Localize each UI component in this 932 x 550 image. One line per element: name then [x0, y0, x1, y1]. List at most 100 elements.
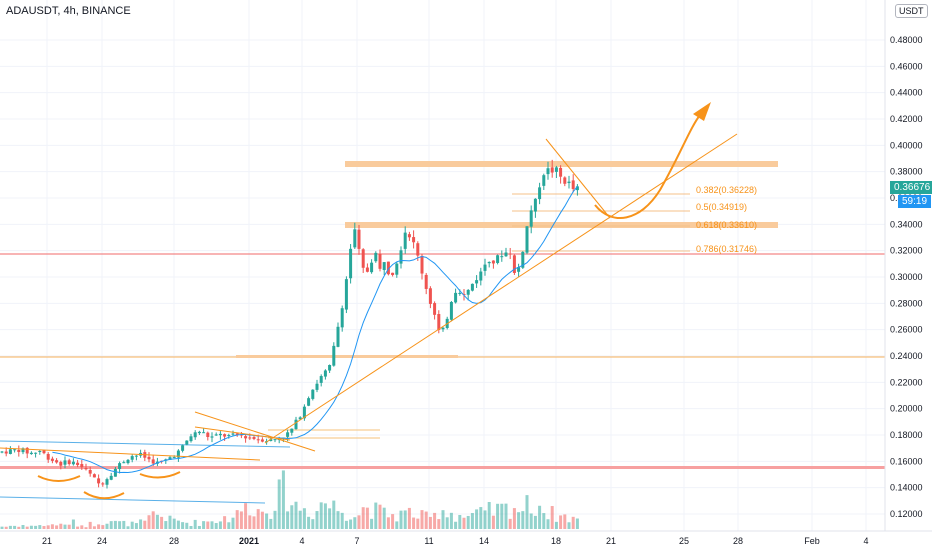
volume-bar	[189, 526, 193, 529]
candle-body	[189, 436, 193, 442]
time-tick-label: 14	[479, 536, 489, 546]
plot-area[interactable]	[0, 0, 885, 531]
volume-bar	[134, 523, 138, 529]
volume-bar	[252, 516, 256, 529]
volume-bar	[88, 521, 92, 529]
volume-bar	[332, 500, 336, 529]
volume-bar	[38, 525, 42, 529]
price-axis[interactable]	[885, 0, 932, 550]
volume-bar	[210, 521, 214, 529]
volume-bar	[290, 505, 294, 529]
candle-body	[34, 452, 38, 454]
support-zone[interactable]	[345, 222, 778, 228]
volume-bar	[277, 479, 281, 529]
volume-bar	[563, 514, 567, 529]
candle-body	[449, 302, 453, 320]
volume-bar	[126, 526, 130, 529]
candle-body	[357, 229, 361, 249]
volume-bar	[323, 503, 327, 529]
candle-body	[151, 459, 155, 464]
volume-bar	[218, 521, 222, 529]
blue-trendlines[interactable]	[0, 440, 291, 504]
candle-body	[302, 406, 306, 419]
time-tick-label: 7	[354, 536, 359, 546]
candle-body	[109, 475, 113, 480]
volume-bar	[265, 513, 269, 529]
volume-bar	[344, 520, 348, 529]
candle-body	[382, 262, 386, 271]
volume-bar	[294, 501, 298, 529]
price-tick-label: 0.38000	[890, 167, 923, 177]
volume-bar	[470, 513, 474, 529]
volume-bar	[109, 521, 113, 529]
candle-body	[256, 439, 260, 441]
volume-bar	[244, 503, 248, 529]
volume-bar	[164, 521, 168, 529]
candle-body	[231, 433, 235, 435]
candle-body	[168, 457, 172, 460]
candle-body	[378, 253, 382, 269]
volume-bar	[559, 515, 563, 529]
candle-body	[25, 447, 29, 454]
volume-bar	[197, 525, 201, 529]
currency-selector[interactable]: USDT	[895, 4, 928, 18]
candle-body	[134, 455, 138, 457]
volume-bar	[46, 525, 50, 529]
volume-bar	[512, 508, 516, 529]
ascending-trendline	[264, 133, 738, 444]
volume-bar	[286, 511, 290, 529]
volume-bar	[0, 526, 4, 529]
volume-bar	[302, 508, 306, 529]
price-tick-label: 0.20000	[890, 404, 923, 414]
volume-bar	[466, 515, 470, 529]
volume-bar	[239, 511, 243, 529]
volume-bar	[491, 515, 495, 529]
price-tick-label: 0.44000	[890, 88, 923, 98]
price-tick-label: 0.24000	[890, 351, 923, 361]
volume-bar	[122, 520, 126, 529]
volume-bar	[407, 507, 411, 529]
volume-bar	[223, 516, 227, 529]
candle-body	[4, 451, 8, 454]
candle-body	[567, 181, 571, 184]
volume-bar	[202, 521, 206, 529]
candle-body	[147, 456, 151, 460]
price-tick-label: 0.34000	[890, 219, 923, 229]
candle-body	[50, 458, 54, 461]
volume-bar	[281, 470, 285, 529]
arc-3	[139, 471, 181, 479]
volume-bar	[227, 522, 231, 529]
volume-bar	[454, 521, 458, 529]
candle-body	[370, 262, 374, 273]
volume-bar	[542, 513, 546, 529]
zone-024[interactable]	[236, 355, 458, 358]
candle-body	[420, 255, 424, 274]
support-line[interactable]	[0, 466, 885, 469]
candle-body	[59, 461, 63, 466]
volume-bar	[97, 524, 101, 529]
volume-bar	[437, 519, 441, 529]
volume-bar	[113, 520, 117, 529]
drawings[interactable]	[0, 114, 738, 500]
price-tick-label: 0.18000	[890, 430, 923, 440]
volume-bar	[4, 526, 8, 529]
candlesticks[interactable]	[0, 159, 579, 489]
candle-body	[122, 462, 126, 464]
volume-bar	[382, 507, 386, 529]
volume-bar	[50, 524, 54, 529]
volume-bar	[143, 520, 147, 529]
countdown-badge: 59:19	[898, 195, 932, 208]
candle-body	[172, 457, 176, 459]
candle-body	[412, 237, 416, 243]
candle-body	[202, 432, 206, 434]
resistance-zone[interactable]	[345, 161, 778, 167]
volume-bar	[235, 510, 239, 529]
candle-body	[571, 180, 575, 190]
volume-bar	[29, 525, 33, 529]
volume-bar	[525, 495, 529, 529]
candle-body	[176, 450, 180, 458]
volume-bar	[529, 513, 533, 529]
candle-body	[487, 261, 491, 264]
candle-body	[437, 314, 441, 330]
